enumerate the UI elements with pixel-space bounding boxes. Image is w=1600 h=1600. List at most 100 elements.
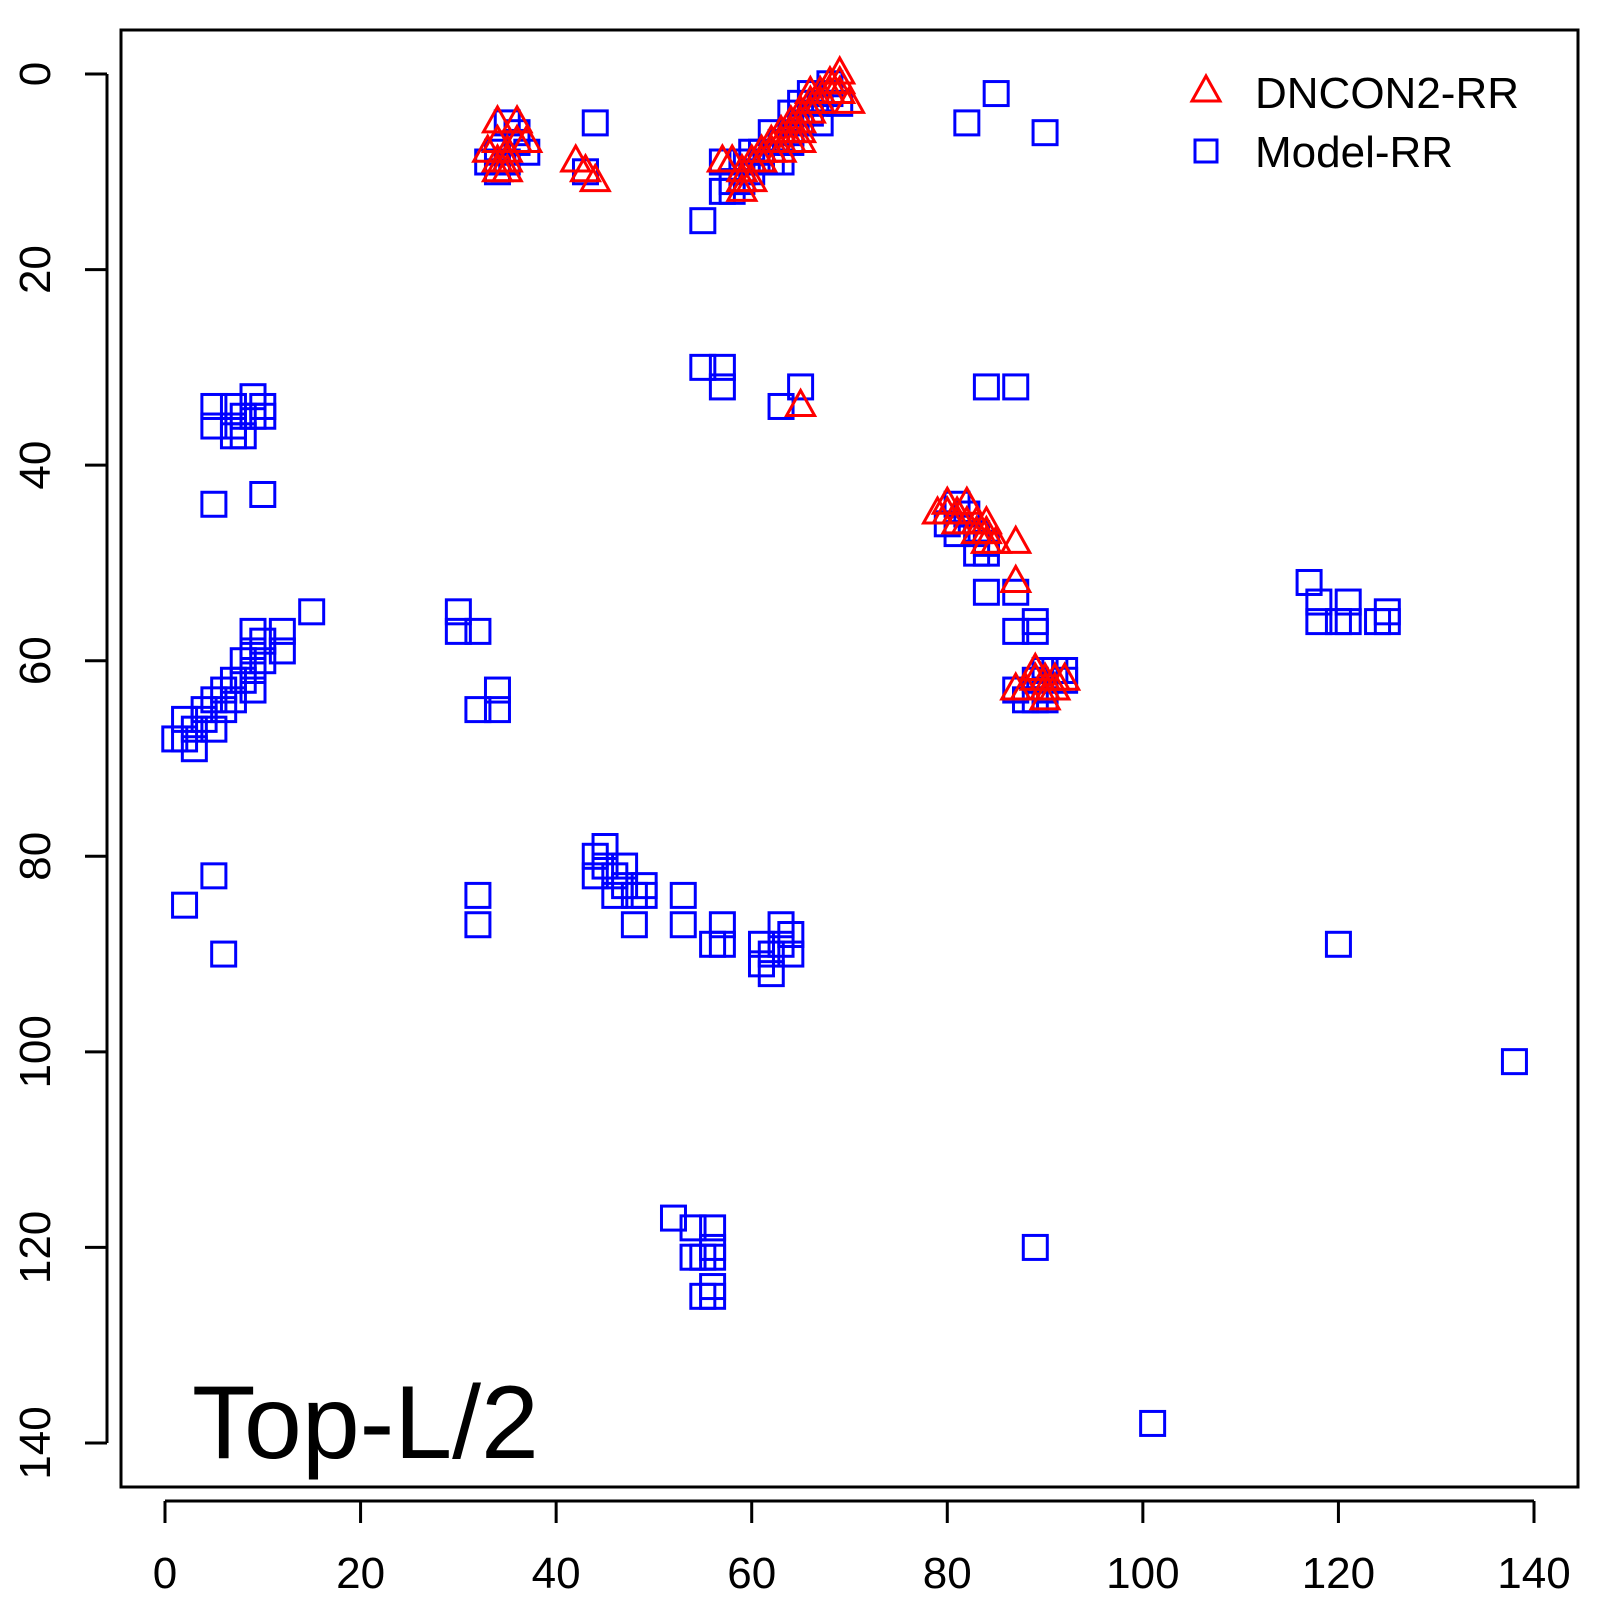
y-tick-label: 100 bbox=[11, 1015, 60, 1088]
point-dncon2-rr bbox=[979, 524, 1013, 554]
point-model-rr bbox=[239, 656, 267, 684]
point-model-rr bbox=[689, 1282, 717, 1310]
point-model-rr bbox=[200, 490, 228, 518]
point-model-rr bbox=[699, 1214, 727, 1242]
point-model-rr bbox=[708, 930, 736, 958]
point-model-rr bbox=[1364, 608, 1392, 636]
point-model-rr bbox=[200, 392, 228, 420]
point-model-rr bbox=[757, 960, 785, 988]
y-tick-label: 0 bbox=[11, 62, 60, 86]
point-dncon2-rr bbox=[725, 172, 759, 202]
y-tick-label: 120 bbox=[11, 1211, 60, 1284]
point-model-rr bbox=[180, 715, 208, 743]
point-dncon2-rr bbox=[784, 103, 818, 134]
point-model-rr bbox=[669, 881, 697, 909]
point-model-rr bbox=[581, 862, 609, 890]
point-model-rr bbox=[689, 207, 717, 235]
point-model-rr bbox=[581, 842, 609, 870]
point-model-rr bbox=[630, 881, 658, 909]
point-model-rr bbox=[1002, 617, 1030, 645]
point-model-rr bbox=[1139, 1409, 1167, 1437]
point-model-rr bbox=[708, 373, 736, 401]
y-tick-label: 60 bbox=[11, 636, 60, 685]
point-model-rr bbox=[699, 1273, 727, 1301]
point-model-rr bbox=[757, 940, 785, 968]
point-model-rr bbox=[249, 627, 277, 655]
legend-marker-model-rr bbox=[1193, 138, 1219, 164]
point-model-rr bbox=[708, 353, 736, 381]
point-dncon2-rr bbox=[490, 152, 524, 183]
point-model-rr bbox=[777, 940, 805, 968]
x-tick-label: 60 bbox=[727, 1549, 776, 1598]
point-model-rr bbox=[708, 911, 736, 939]
point-model-rr bbox=[699, 1282, 727, 1310]
point-model-rr bbox=[1305, 588, 1333, 616]
x-tick-label: 40 bbox=[532, 1549, 581, 1598]
plot-frame bbox=[119, 28, 1580, 1489]
point-model-rr bbox=[190, 705, 218, 733]
point-model-rr bbox=[591, 852, 619, 880]
point-dncon2-rr bbox=[1028, 680, 1062, 711]
point-model-rr bbox=[982, 80, 1010, 108]
point-model-rr bbox=[611, 852, 639, 880]
point-dncon2-rr bbox=[500, 103, 534, 134]
point-model-rr bbox=[171, 725, 199, 753]
point-model-rr bbox=[659, 1204, 687, 1232]
point-model-rr bbox=[1031, 119, 1059, 147]
point-model-rr bbox=[268, 617, 296, 645]
point-model-rr bbox=[180, 735, 208, 763]
point-dncon2-rr bbox=[1038, 670, 1072, 701]
point-model-rr bbox=[1373, 608, 1401, 636]
point-model-rr bbox=[787, 373, 815, 401]
point-model-rr bbox=[200, 862, 228, 890]
point-model-rr bbox=[464, 911, 492, 939]
point-model-rr bbox=[1021, 617, 1049, 645]
point-model-rr bbox=[1002, 373, 1030, 401]
point-dncon2-rr bbox=[480, 103, 515, 134]
chart-annotation: Top-L/2 bbox=[192, 1365, 539, 1481]
point-model-rr bbox=[767, 930, 795, 958]
point-dncon2-rr bbox=[793, 94, 827, 124]
point-dncon2-rr bbox=[784, 113, 818, 144]
point-model-rr bbox=[239, 383, 267, 411]
x-tick-label: 80 bbox=[923, 1549, 972, 1598]
point-model-rr bbox=[591, 833, 619, 861]
y-tick-label: 140 bbox=[11, 1406, 60, 1479]
point-model-rr bbox=[229, 647, 257, 675]
point-model-rr bbox=[699, 1243, 727, 1271]
y-tick-label: 40 bbox=[11, 441, 60, 490]
point-model-rr bbox=[249, 402, 277, 430]
point-dncon2-rr bbox=[999, 563, 1033, 593]
point-model-rr bbox=[210, 940, 238, 968]
y-tick-label: 20 bbox=[11, 245, 60, 294]
point-model-rr bbox=[1324, 930, 1352, 958]
point-model-rr bbox=[210, 696, 238, 724]
point-dncon2-rr bbox=[1048, 661, 1082, 691]
point-model-rr bbox=[464, 617, 492, 645]
y-tick-label: 80 bbox=[11, 832, 60, 881]
point-model-rr bbox=[1334, 588, 1362, 616]
point-model-rr bbox=[601, 862, 629, 890]
legend-label-model-rr: Model-RR bbox=[1255, 128, 1453, 177]
point-model-rr bbox=[239, 617, 267, 645]
point-model-rr bbox=[464, 696, 492, 724]
point-model-rr bbox=[444, 598, 472, 626]
point-model-rr bbox=[581, 109, 609, 137]
point-model-rr bbox=[972, 373, 1000, 401]
point-model-rr bbox=[708, 148, 736, 176]
legend-marker-dncon2-rr bbox=[1189, 72, 1223, 103]
point-model-rr bbox=[171, 891, 199, 919]
point-model-rr bbox=[1305, 608, 1333, 636]
point-model-rr bbox=[200, 412, 228, 440]
point-model-rr bbox=[972, 578, 1000, 606]
point-model-rr bbox=[483, 696, 511, 724]
point-model-rr bbox=[200, 686, 228, 714]
point-dncon2-rr bbox=[784, 123, 818, 153]
point-dncon2-rr bbox=[969, 504, 1003, 535]
point-model-rr bbox=[298, 598, 326, 626]
point-model-rr bbox=[1334, 608, 1362, 636]
point-model-rr bbox=[611, 872, 639, 900]
point-model-rr bbox=[249, 480, 277, 508]
point-dncon2-rr bbox=[950, 485, 984, 515]
x-axis: 0 20 40 60 80 100 120 140 bbox=[153, 1499, 1571, 1598]
